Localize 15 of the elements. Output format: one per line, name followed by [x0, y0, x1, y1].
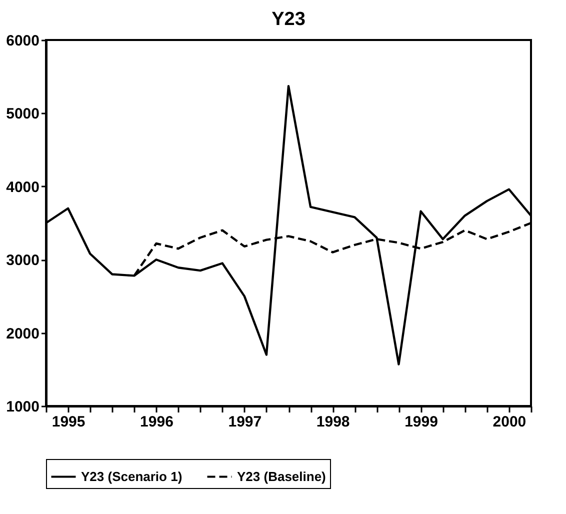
y-tick-label: 2000 — [6, 325, 40, 342]
x-tick-label: 1995 — [52, 414, 86, 430]
legend-label: Y23 (Baseline) — [237, 468, 326, 484]
y-tick-label: 4000 — [6, 178, 40, 196]
x-tick-label: 1997 — [228, 414, 262, 430]
x-tick-label: 1996 — [140, 414, 174, 430]
y-tick-label: 3000 — [6, 252, 40, 270]
y-tick-label: 1000 — [6, 398, 40, 416]
x-tick-label: 1999 — [404, 414, 438, 430]
chart-title: Y23 — [272, 9, 306, 30]
legend-label: Y23 (Scenario 1) — [81, 468, 182, 484]
x-tick-label: 1998 — [316, 414, 350, 430]
y-tick-label: 6000 — [6, 32, 40, 50]
y-tick-label: 5000 — [6, 106, 40, 123]
x-tick-label: 2000 — [492, 414, 526, 430]
